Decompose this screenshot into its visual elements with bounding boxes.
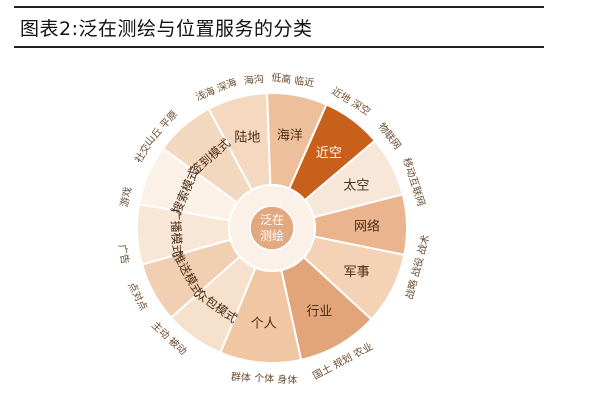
figure-title: 图表2:泛在测绘与位置服务的分类 bbox=[20, 18, 313, 40]
outer-label: 点对点 bbox=[125, 280, 150, 313]
segment-label: 网络 bbox=[354, 219, 380, 235]
hub-label-line2: 测绘 bbox=[260, 228, 284, 243]
segment-label: 陆地 bbox=[234, 129, 260, 145]
outer-label: 海沟 bbox=[243, 72, 264, 87]
outer-label: 广告 bbox=[116, 243, 132, 265]
outer-label: 低高 临近 bbox=[271, 71, 316, 90]
figure-header: 图表2:泛在测绘与位置服务的分类 bbox=[14, 6, 544, 48]
segment-label: 近空 bbox=[316, 146, 342, 161]
segment-label: 太空 bbox=[343, 178, 369, 193]
segment-label: 广播模式 bbox=[168, 208, 184, 257]
segment-label: 个人 bbox=[251, 317, 277, 332]
segment-label: 军事 bbox=[344, 265, 370, 280]
wheel-segments bbox=[136, 92, 408, 364]
segment-label: 行业 bbox=[306, 304, 332, 319]
outer-label: 游戏 bbox=[117, 186, 134, 208]
segment-label: 海洋 bbox=[277, 129, 303, 144]
outer-label: 群体 个体 身体 bbox=[231, 370, 298, 386]
hub-circle bbox=[249, 205, 295, 251]
hub-label-line1: 泛在 bbox=[260, 213, 284, 227]
